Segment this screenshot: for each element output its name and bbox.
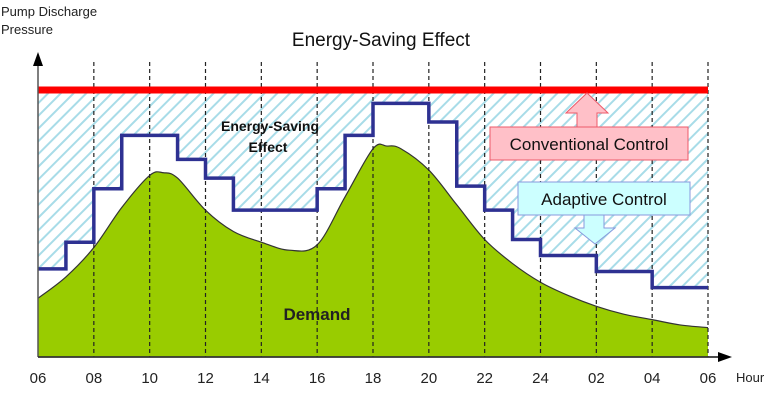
- adaptive-control-label: Adaptive Control: [541, 190, 667, 209]
- x-tick-label: 20: [420, 370, 437, 387]
- conventional-control-label: Conventional Control: [510, 135, 669, 154]
- y-axis-arrow-icon: [33, 52, 43, 66]
- x-tick-label: 04: [644, 370, 661, 387]
- adaptive-control-callout: Adaptive Control: [517, 181, 691, 245]
- x-tick-labels: 06 08 10 12 14 16 18 20 22 24 02 04 06: [30, 370, 717, 387]
- x-tick-label: 14: [253, 370, 270, 387]
- x-axis-arrow-icon: [718, 352, 732, 362]
- conventional-control-callout: Conventional Control: [489, 92, 689, 161]
- demand-label: Demand: [283, 305, 350, 324]
- x-tick-label: 12: [197, 370, 214, 387]
- energy-saving-label-line2: Effect: [249, 139, 288, 155]
- x-tick-label: 18: [365, 370, 382, 387]
- energy-saving-annotation: Energy-Saving Effect: [221, 118, 319, 155]
- x-axis-label: Hour: [736, 370, 765, 385]
- x-tick-label: 24: [532, 370, 549, 387]
- y-axis-label-line2: Pressure: [1, 22, 53, 37]
- x-tick-label: 08: [85, 370, 102, 387]
- down-arrow-icon: [573, 214, 617, 245]
- x-tick-label: 22: [476, 370, 493, 387]
- chart-title: Energy-Saving Effect: [292, 30, 471, 51]
- y-axis-label-line1: Pump Discharge: [1, 4, 97, 19]
- conventional-control-box: [489, 126, 689, 161]
- x-tick-label: 02: [588, 370, 605, 387]
- adaptive-control-step-line: [38, 101, 708, 290]
- x-tick-label: 06: [700, 370, 717, 387]
- x-tick-label: 10: [141, 370, 158, 387]
- energy-saving-label-line1: Energy-Saving: [221, 118, 319, 134]
- x-tick-label: 06: [30, 370, 47, 387]
- x-tick-label: 16: [309, 370, 326, 387]
- up-arrow-icon: [564, 92, 610, 129]
- adaptive-control-box: [517, 181, 691, 216]
